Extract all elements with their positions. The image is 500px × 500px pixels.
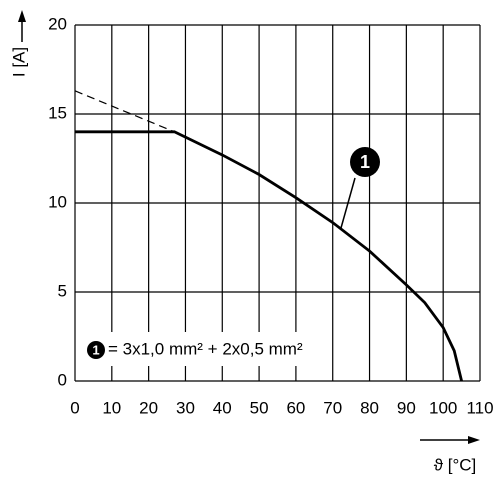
x-axis-label: ϑ [°C] [434,455,477,474]
x-tick-label: 100 [429,398,457,417]
y-tick-label: 20 [48,14,67,33]
grid [74,24,481,382]
x-tick-label: 0 [70,398,79,417]
x-tick-label: 90 [397,398,416,417]
x-tick-label: 60 [286,398,305,417]
y-axis-arrowhead [18,10,26,22]
dashed-line [74,90,175,133]
legend-marker-label: 1 [92,342,99,357]
annotation-leader [340,177,356,229]
y-tick-label: 5 [58,281,67,300]
x-tick-label: 50 [250,398,269,417]
y-tick-label: 0 [58,370,67,389]
x-tick-label: 110 [466,398,493,417]
legend-text: = 3x1,0 mm² + 2x0,5 mm² [108,339,303,358]
y-axis-label: I [A] [9,47,28,77]
y-tick-label: 10 [48,192,67,211]
x-tick-label: 20 [139,398,158,417]
x-tick-label: 10 [102,398,121,417]
annotation-marker [350,147,380,177]
y-tick-label: 15 [48,103,67,122]
lines [74,90,463,382]
curve [75,130,463,382]
x-tick-label: 80 [360,398,379,417]
x-tick-label: 70 [323,398,342,417]
x-tick-label: 30 [176,398,195,417]
legend-box [79,332,301,366]
x-tick-label: 40 [213,398,232,417]
x-axis-arrowhead [468,436,480,444]
legend-marker [87,341,105,359]
annotation-label: 1 [360,152,370,172]
